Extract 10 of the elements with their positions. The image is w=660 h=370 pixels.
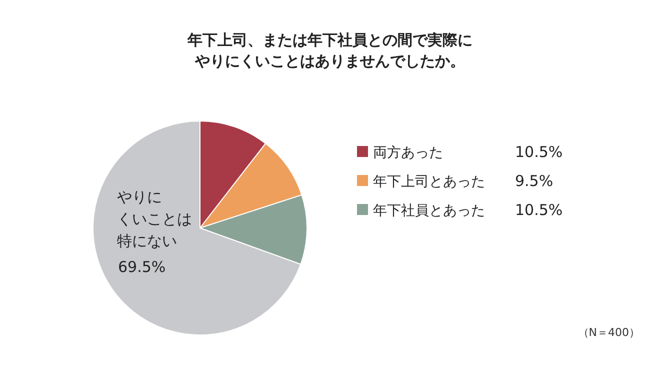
text: （N＝400） bbox=[578, 326, 640, 339]
data-label: 9.5% bbox=[515, 172, 554, 190]
data-label: 69.5% bbox=[118, 258, 166, 276]
legend-label: 年下上司とあった bbox=[373, 174, 485, 190]
data-label: 10.5% bbox=[515, 143, 563, 161]
legend-label: 年下社員とあった bbox=[373, 203, 485, 219]
slice-label: やりにくいことは特にない bbox=[117, 187, 193, 252]
chart-title: 年下上司、または年下社員との間で実際にやりにくいことはありませんでしたか。 bbox=[186, 30, 474, 72]
data-label: 10.5% bbox=[515, 201, 563, 219]
legend-label: 両方あった bbox=[373, 145, 443, 161]
